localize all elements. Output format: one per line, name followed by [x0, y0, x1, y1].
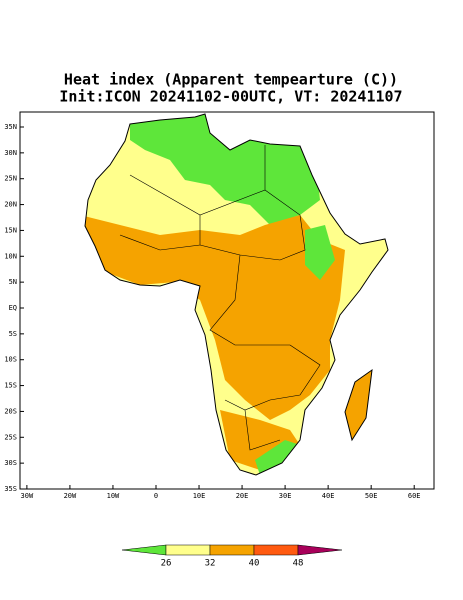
madagascar: [344, 368, 373, 442]
lon-tick-label: 50E: [365, 492, 378, 500]
lat-tick-label: 30S: [4, 459, 17, 467]
colorbar-segment: [253, 544, 299, 556]
borders: [119, 145, 321, 451]
lon-tick-label: 30W: [21, 492, 34, 500]
subtitle: Init:ICON 20241102-00UTC, VT: 20241107: [59, 88, 402, 106]
lat-tick-label: 10S: [4, 356, 17, 364]
lon-tick-label: 20E: [236, 492, 249, 500]
lat-tick-label: 35S: [4, 485, 17, 493]
lat-tick-label: 15N: [4, 226, 17, 234]
colorbar-segment: [209, 544, 255, 556]
lat-tick-label: 10N: [4, 252, 17, 260]
lat-tick-label: 15S: [4, 382, 17, 390]
lon-tick-label: 10W: [107, 492, 120, 500]
green-zone: [255, 440, 300, 475]
lon-tick-label: 10E: [193, 492, 206, 500]
lat-tick-label: 30N: [4, 149, 17, 157]
lat-tick-label: 35N: [4, 123, 17, 131]
orange-zone: [85, 215, 345, 420]
lat-tick-label: EQ: [9, 304, 17, 312]
lat-tick-label: 5S: [9, 330, 17, 338]
colorbar-triangle: [121, 544, 167, 556]
green-zone: [305, 225, 335, 280]
lon-tick-label: 30E: [279, 492, 292, 500]
lat-tick-label: 20N: [4, 201, 17, 209]
colorbar-triangle: [297, 544, 343, 556]
lon-tick-label: 40E: [322, 492, 335, 500]
colorbar-label: 40: [249, 559, 260, 569]
colorbar-segment: [165, 544, 211, 556]
lat-tick-label: 20S: [4, 407, 17, 415]
colorbar-label: 32: [205, 559, 216, 569]
colorbar-label: 26: [161, 559, 172, 569]
lat-tick-label: 5N: [9, 278, 17, 286]
title: Heat index (Apparent tempearture (C)): [64, 71, 398, 89]
lat-tick-label: 25S: [4, 433, 17, 441]
lon-tick-label: 0: [154, 492, 158, 500]
lat-tick-label: 25N: [4, 175, 17, 183]
lon-tick-label: 20W: [64, 492, 77, 500]
lon-tick-label: 60E: [408, 492, 421, 500]
colorbar-label: 48: [293, 559, 304, 569]
